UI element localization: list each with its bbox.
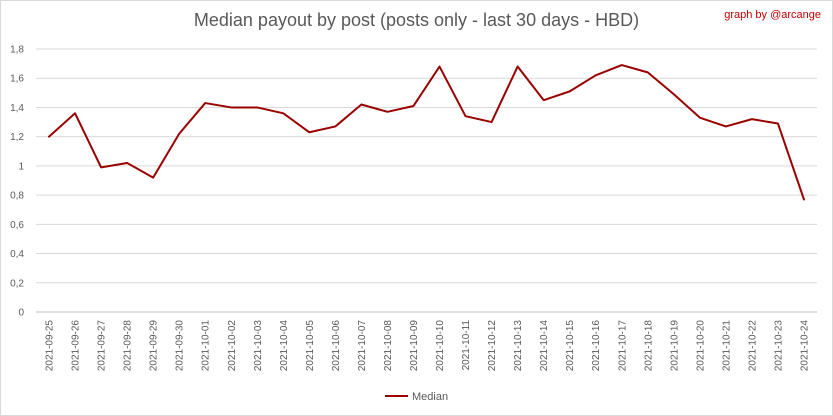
gridlines	[36, 48, 817, 313]
legend: Median	[385, 391, 448, 403]
x-tick-label: 2021-09-26	[71, 320, 82, 372]
y-tick-label: 0,6	[10, 220, 24, 231]
x-tick-label: 2021-10-03	[253, 320, 264, 372]
x-tick-label: 2021-09-28	[123, 320, 134, 372]
x-tick-label: 2021-10-23	[773, 320, 784, 372]
x-tick-label: 2021-10-05	[305, 320, 316, 372]
y-tick-label: 1,6	[10, 74, 24, 85]
x-tick-label: 2021-10-22	[747, 320, 758, 372]
x-tick-label: 2021-10-08	[383, 320, 394, 372]
legend-label-median: Median	[412, 391, 448, 403]
x-tick-label: 2021-09-30	[175, 320, 186, 372]
y-tick-label: 0	[18, 308, 24, 319]
x-tick-label: 2021-10-19	[669, 320, 680, 372]
y-tick-label: 1	[18, 161, 24, 172]
x-tick-label: 2021-10-09	[409, 320, 420, 372]
x-tick-label: 2021-09-29	[149, 320, 160, 372]
y-tick-label: 1,8	[10, 45, 24, 56]
x-tick-label: 2021-10-02	[227, 320, 238, 372]
chart-title: Median payout by post (posts only - last…	[193, 10, 640, 30]
x-tick-label: 2021-10-16	[591, 320, 602, 372]
x-tick-label: 2021-10-07	[357, 320, 368, 372]
x-tick-label: 2021-10-15	[565, 320, 576, 372]
x-tick-label: 2021-10-10	[435, 320, 446, 372]
x-tick-label: 2021-10-01	[201, 320, 212, 372]
x-tick-label: 2021-10-06	[331, 320, 342, 372]
x-tick-label: 2021-10-18	[643, 320, 654, 372]
x-tick-label: 2021-10-14	[539, 320, 550, 372]
y-tick-label: 0,8	[10, 191, 24, 202]
credit-label: graph by @arcange	[724, 9, 821, 21]
y-axis-ticks: 0 0,2 0,4 0,6 0,8 1 1,2 1,4 1,6 1,8	[10, 45, 24, 319]
series-line-median	[48, 64, 805, 201]
x-tick-label: 2021-10-11	[461, 320, 472, 371]
x-tick-label: 2021-10-24	[799, 320, 810, 372]
x-axis-ticks: 2021-09-25 2021-09-26 2021-09-27 2021-09-28…	[45, 320, 811, 372]
y-tick-label: 1,4	[10, 103, 24, 114]
x-tick-label: 2021-10-12	[487, 320, 498, 372]
series-group	[48, 64, 805, 201]
x-tick-label: 2021-10-21	[721, 320, 732, 372]
x-tick-label: 2021-09-25	[45, 320, 56, 372]
x-tick-label: 2021-09-27	[97, 320, 108, 372]
x-tick-label: 2021-10-20	[695, 320, 706, 372]
y-tick-label: 0,2	[10, 278, 24, 289]
x-tick-label: 2021-10-04	[279, 320, 290, 372]
y-tick-label: 0,4	[10, 249, 24, 260]
y-tick-label: 1,2	[10, 132, 24, 143]
x-tick-label: 2021-10-13	[513, 320, 524, 372]
x-tick-label: 2021-10-17	[617, 320, 628, 372]
